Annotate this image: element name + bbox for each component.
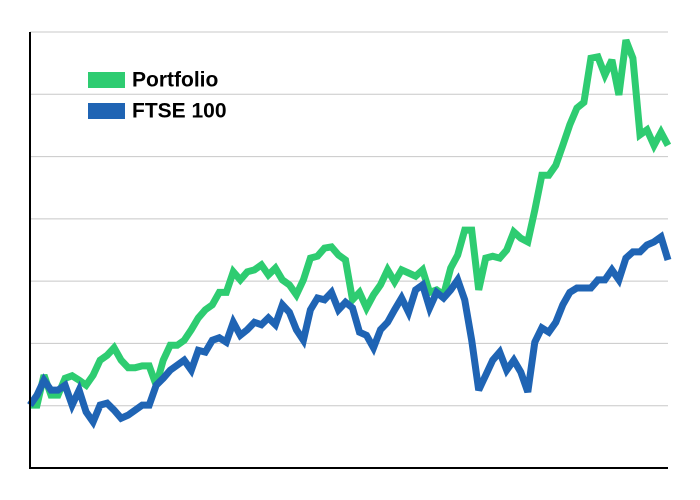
legend-label: FTSE 100 <box>132 100 227 123</box>
legend-swatch <box>88 72 125 88</box>
legend-swatch <box>88 103 125 119</box>
line-series <box>27 231 672 430</box>
legend-label: Portfolio <box>132 69 218 92</box>
line-series <box>30 38 672 409</box>
